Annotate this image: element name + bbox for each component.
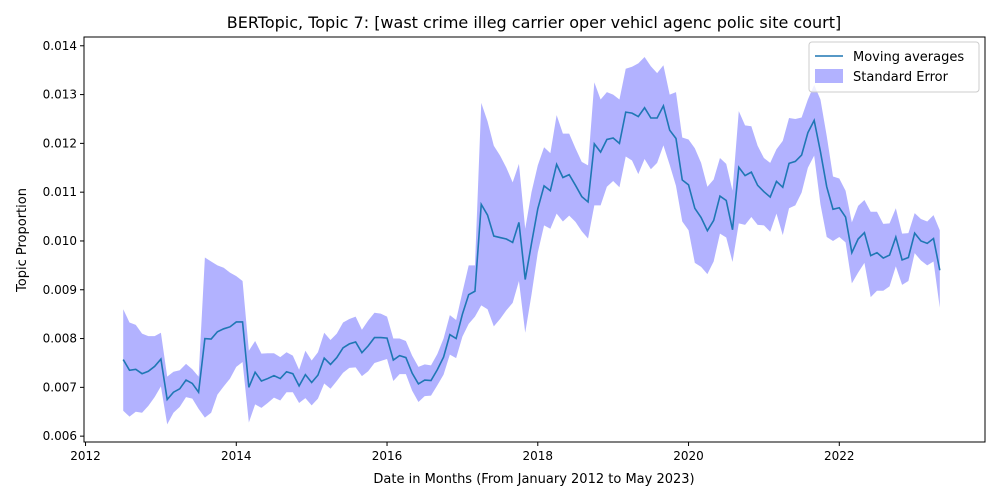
legend-label-standard-error: Standard Error xyxy=(853,70,949,85)
plot-background xyxy=(84,37,985,442)
y-tick-label: 0.012 xyxy=(43,136,77,150)
chart-title: BERTopic, Topic 7: [wast crime illeg car… xyxy=(227,13,841,32)
y-tick-label: 0.014 xyxy=(43,39,77,53)
y-tick-label: 0.008 xyxy=(43,332,77,346)
x-tick-label: 2014 xyxy=(221,449,252,463)
moving-average-line xyxy=(122,103,941,402)
legend-label-moving-averages: Moving averages xyxy=(853,50,964,65)
plot-frame xyxy=(83,36,986,443)
x-axis-label: Date in Months (From January 2012 to May… xyxy=(373,472,694,487)
y-tick-label: 0.009 xyxy=(43,283,77,297)
x-tick-label: 2020 xyxy=(673,449,704,463)
y-tick-label: 0.011 xyxy=(43,185,77,199)
x-axis: 2012 2014 2016 2018 2020 2022 xyxy=(70,442,855,463)
y-tick-label: 0.006 xyxy=(43,429,77,443)
legend-band-swatch xyxy=(815,69,843,83)
y-tick-label: 0.010 xyxy=(43,234,77,248)
legend: Moving averages Standard Error xyxy=(808,41,980,93)
plot-area xyxy=(83,36,986,443)
y-tick-label: 0.007 xyxy=(43,380,77,394)
y-axis-label: Topic Proportion xyxy=(15,188,30,293)
y-axis: 0.006 0.007 0.008 0.009 0.010 0.011 0.012 0.013… xyxy=(43,39,84,443)
x-tick-label: 2018 xyxy=(523,449,554,463)
x-tick-label: 2012 xyxy=(70,449,101,463)
y-tick-label: 0.013 xyxy=(43,88,77,102)
legend-box xyxy=(808,41,980,93)
x-tick-label: 2022 xyxy=(824,449,855,463)
x-tick-label: 2016 xyxy=(372,449,403,463)
